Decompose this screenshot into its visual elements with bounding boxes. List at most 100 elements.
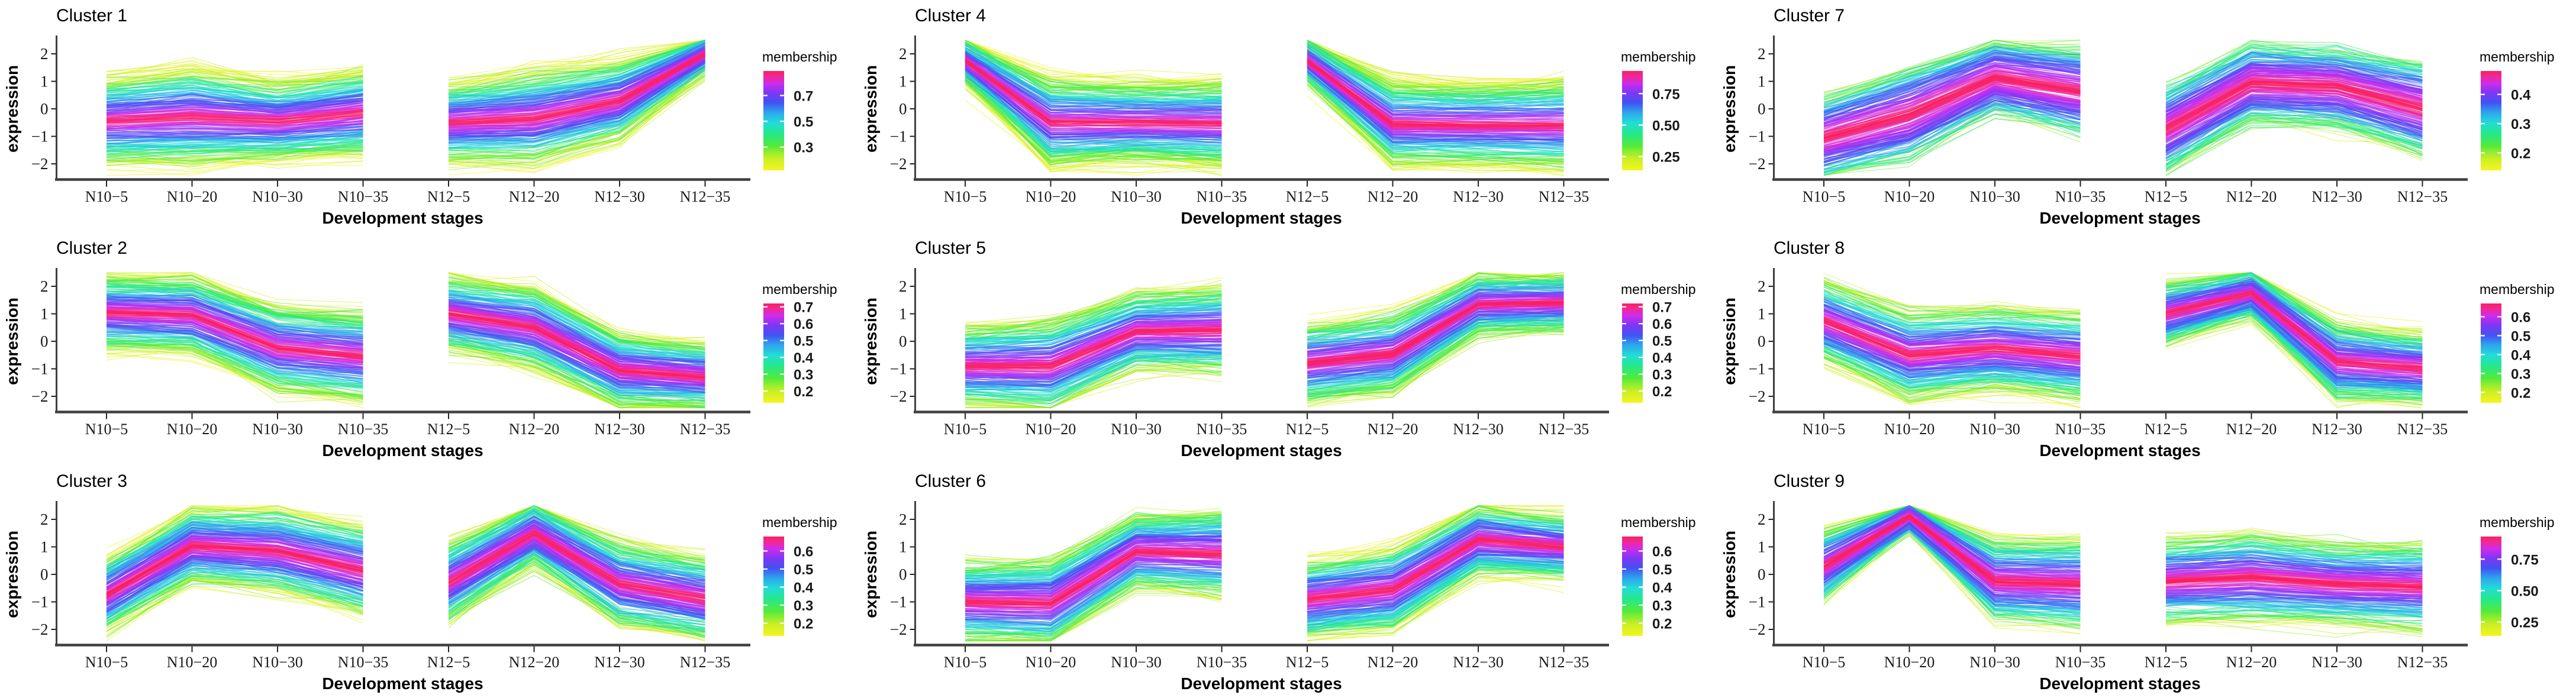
x-tick-label: N12−5 <box>427 654 470 671</box>
gene-trajectories <box>965 40 1564 176</box>
x-tick-label: N12−5 <box>427 188 470 205</box>
trajectory-line <box>965 541 1222 596</box>
trajectory-line <box>448 287 705 357</box>
trajectory-line <box>106 349 363 403</box>
trajectory-line <box>2165 116 2423 169</box>
trajectory-line <box>448 282 705 350</box>
legend-tick-label: 0.2 <box>794 384 813 400</box>
gene-trajectories <box>1823 40 2423 176</box>
trajectory-line <box>448 285 705 360</box>
trajectory-line <box>1307 562 1564 628</box>
trajectory-line <box>1307 52 1564 117</box>
trajectory-line <box>106 506 363 567</box>
trajectory-line <box>965 545 1222 599</box>
trajectory-line <box>1307 296 1564 358</box>
trajectory-line <box>106 303 363 350</box>
x-tick-label: N10−30 <box>252 654 302 671</box>
x-tick-label: N12−20 <box>509 421 559 438</box>
trajectory-line <box>106 114 363 122</box>
trajectory-line <box>448 295 705 361</box>
y-tick-label: −2 <box>31 621 49 638</box>
trajectory-line <box>965 59 1222 125</box>
y-tick-label: 1 <box>40 305 49 323</box>
trajectory-line <box>106 545 363 596</box>
y-tick-label: 2 <box>899 45 907 63</box>
legend-tick-label: 0.4 <box>794 350 814 366</box>
y-tick-label: 1 <box>1758 73 1766 91</box>
trajectory-line <box>2165 295 2423 371</box>
trajectory-line <box>448 46 705 108</box>
trajectory-line <box>448 56 705 127</box>
trajectory-line <box>106 272 363 313</box>
trajectory-line <box>1823 364 2081 403</box>
trajectory-line <box>106 111 363 123</box>
trajectory-line <box>965 294 1222 335</box>
trajectory-line <box>448 525 705 591</box>
trajectory-line <box>965 345 1222 383</box>
trajectory-line <box>106 344 363 399</box>
gene-trajectories <box>106 40 705 176</box>
x-tick-label: N12−30 <box>594 421 644 438</box>
trajectory-line <box>965 277 1222 323</box>
trajectory-line <box>1307 56 1564 117</box>
x-tick-label: N12−5 <box>2145 421 2187 438</box>
y-tick-label: −1 <box>890 128 907 146</box>
trajectory-line <box>106 338 363 388</box>
y-tick-label: −2 <box>31 155 49 173</box>
y-tick-label: 1 <box>899 73 907 91</box>
legend-tick-label: 0.4 <box>2511 88 2531 104</box>
y-tick-label: 2 <box>899 277 907 295</box>
trajectory-line <box>106 130 363 145</box>
trajectory-line <box>2165 127 2423 176</box>
trajectory-line <box>965 51 1222 109</box>
trajectory-line <box>1307 80 1564 158</box>
x-tick-label: N10−30 <box>252 421 302 438</box>
gene-trajectories <box>965 505 1564 642</box>
trajectory-line <box>1823 337 2081 378</box>
y-tick-label: −1 <box>1749 360 1766 378</box>
trajectory-line <box>2165 300 2423 383</box>
x-axis-title: Development stages <box>2039 209 2200 227</box>
panel-title: Cluster 3 <box>56 471 127 491</box>
panel-title: Cluster 8 <box>1774 238 1845 258</box>
trajectory-line <box>2165 296 2423 375</box>
trajectory-line <box>448 40 705 101</box>
trajectory-line <box>448 53 705 124</box>
trajectory-line <box>1823 277 2081 322</box>
trajectory-line <box>1307 303 1564 366</box>
trajectory-line <box>1823 105 2081 172</box>
trajectory-line <box>1823 73 2081 133</box>
trajectory-line <box>1307 311 1564 374</box>
legend-title: membership <box>1621 49 1696 64</box>
trajectory-line <box>448 302 705 367</box>
trajectory-line <box>965 526 1222 583</box>
trajectory-line <box>1307 573 1564 635</box>
x-tick-label: N10−20 <box>1026 421 1076 438</box>
y-tick-label: 1 <box>40 73 49 91</box>
trajectory-line <box>106 339 363 400</box>
trajectory-line <box>2165 285 2423 358</box>
trajectory-line <box>965 73 1222 153</box>
legend-tick-label: 0.75 <box>1652 86 1680 102</box>
legend-tick-label: 0.50 <box>1652 118 1680 134</box>
legend-tick-label: 0.4 <box>2511 347 2531 363</box>
trajectory-line <box>448 559 705 626</box>
trajectory-line <box>965 330 1222 370</box>
trajectory-line <box>1307 322 1564 393</box>
x-tick-label: N10−20 <box>167 188 217 205</box>
trajectory-line <box>965 316 1222 354</box>
y-tick-label: 0 <box>40 332 49 350</box>
y-tick-label: −2 <box>31 387 49 405</box>
trajectory-line <box>1823 296 2081 329</box>
trajectory-line <box>1307 40 1564 104</box>
trajectory-line <box>448 75 705 156</box>
x-axis-title: Development stages <box>322 209 483 227</box>
trajectory-line <box>1307 52 1564 111</box>
trajectory-line <box>448 575 705 638</box>
trajectory-line <box>1823 62 2081 117</box>
trajectory-line <box>965 319 1222 358</box>
legend-title: membership <box>2480 282 2555 297</box>
